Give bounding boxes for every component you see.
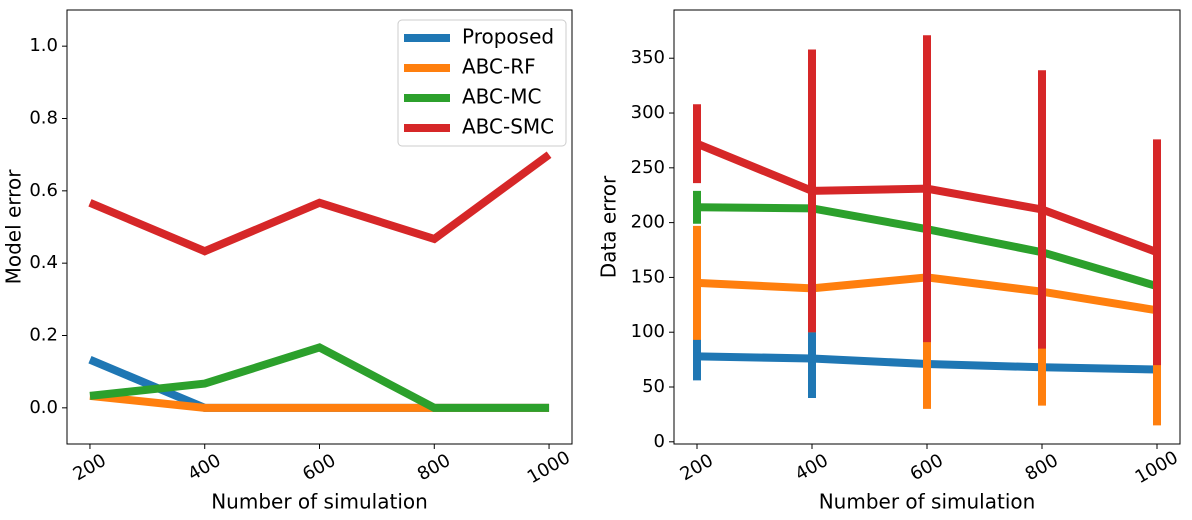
y-tick-label: 150	[631, 266, 665, 287]
legend-label: ABC-RF	[462, 55, 536, 79]
x-tick-label: 600	[299, 450, 339, 485]
legend-box	[397, 19, 567, 147]
x-tick-label: 800	[414, 450, 454, 485]
y-tick-label: 50	[642, 376, 665, 397]
y-tick-label: 250	[631, 157, 665, 178]
legend-label: Proposed	[462, 25, 554, 49]
y-tick-label: 0.8	[29, 108, 58, 129]
y-axis-label: Model error	[2, 169, 26, 285]
y-axis-label: Data error	[597, 175, 621, 278]
legend-label: ABC-MC	[462, 85, 541, 109]
series-line	[89, 343, 550, 412]
x-tick-label: 1000	[524, 447, 574, 488]
y-tick-label: 300	[631, 102, 665, 123]
x-tick-label: 1000	[1132, 447, 1182, 488]
y-tick-label: 0.0	[29, 397, 58, 418]
plot-frame	[673, 9, 1181, 445]
y-tick-label: 0.6	[29, 180, 58, 201]
y-tick-label: 350	[631, 47, 665, 68]
x-tick-label: 400	[792, 450, 832, 485]
legend-label: ABC-SMC	[462, 115, 554, 139]
x-axis-label: Number of simulation	[211, 490, 428, 514]
y-tick-label: 100	[631, 321, 665, 342]
y-tick-label: 0.4	[29, 252, 58, 273]
y-tick-label: 0.2	[29, 325, 58, 346]
x-tick-label: 200	[70, 450, 110, 485]
series-line	[88, 151, 552, 256]
y-tick-label: 0	[654, 431, 665, 452]
series-line	[695, 140, 1159, 256]
x-tick-label: 400	[184, 450, 224, 485]
y-tick-label: 1.0	[29, 35, 58, 56]
plot-frame	[66, 9, 573, 445]
x-tick-label: 800	[1022, 450, 1062, 485]
x-tick-label: 600	[907, 450, 947, 485]
y-tick-label: 200	[631, 212, 665, 233]
x-tick-label: 200	[677, 450, 717, 485]
x-axis-label: Number of simulation	[819, 490, 1036, 514]
